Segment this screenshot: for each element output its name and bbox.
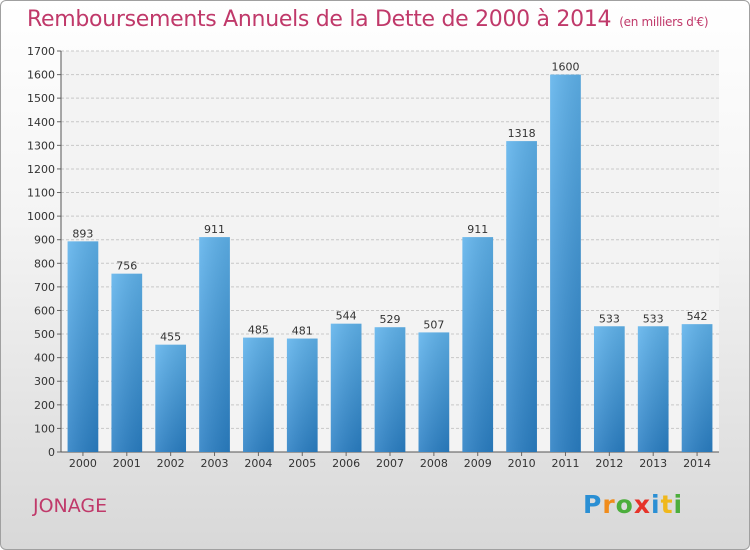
- y-tick-label: 1100: [27, 187, 55, 200]
- value-label-2012: 533: [599, 312, 620, 325]
- x-tick-label-2013: 2013: [639, 457, 667, 470]
- bar-shade: [593, 326, 625, 452]
- y-tick-label: 1700: [27, 45, 55, 58]
- x-tick-label-2003: 2003: [201, 457, 229, 470]
- bar-shade: [67, 241, 99, 452]
- y-tick-label: 900: [34, 234, 55, 247]
- logo-letter: t: [660, 490, 674, 519]
- bar-shade: [330, 323, 362, 452]
- x-tick-label-2000: 2000: [69, 457, 97, 470]
- y-tick-label: 700: [34, 281, 55, 294]
- y-tick-label: 1200: [27, 163, 55, 176]
- value-label-2013: 533: [643, 312, 664, 325]
- x-tick-label-2008: 2008: [420, 457, 448, 470]
- bar-shade: [637, 326, 669, 452]
- title-text: Remboursements Annuels de la Dette de 20…: [27, 7, 612, 32]
- y-tick-label: 400: [34, 352, 55, 365]
- bar-shade: [286, 338, 318, 452]
- logo-letter: i: [673, 490, 684, 519]
- y-tick-label: 200: [34, 399, 55, 412]
- chart-title: Remboursements Annuels de la Dette de 20…: [27, 7, 709, 32]
- value-label-2011: 1600: [551, 61, 579, 74]
- x-tick-label-2012: 2012: [595, 457, 623, 470]
- x-tick-label-2009: 2009: [464, 457, 492, 470]
- x-tick-label-2011: 2011: [551, 457, 579, 470]
- value-label-2003: 911: [204, 223, 225, 236]
- y-tick-label: 600: [34, 304, 55, 317]
- bar-shade: [243, 337, 274, 452]
- bar-shade: [681, 324, 713, 452]
- x-tick-label-2005: 2005: [288, 457, 316, 470]
- bar-shade: [374, 327, 406, 452]
- x-tick-label-2007: 2007: [376, 457, 404, 470]
- value-label-2002: 455: [160, 331, 181, 344]
- value-label-2001: 756: [116, 260, 137, 273]
- proxiti-logo: Proxiti: [583, 490, 683, 519]
- bar-shade: [506, 141, 537, 452]
- value-label-2014: 542: [687, 310, 708, 323]
- x-tick-label-2006: 2006: [332, 457, 360, 470]
- logo-letter: x: [633, 490, 651, 519]
- y-tick-label: 1300: [27, 139, 55, 152]
- x-tick-label-2010: 2010: [508, 457, 536, 470]
- value-label-2008: 507: [423, 318, 444, 331]
- commune-name: JONAGE: [33, 495, 108, 517]
- y-tick-label: 1400: [27, 116, 55, 129]
- unit-note: (en milliers d'€): [619, 15, 709, 29]
- x-tick-label-2002: 2002: [157, 457, 185, 470]
- value-label-2004: 485: [248, 324, 269, 337]
- value-label-2007: 529: [380, 313, 401, 326]
- x-tick-label-2004: 2004: [244, 457, 272, 470]
- logo-letter: r: [602, 490, 616, 519]
- value-label-2005: 481: [292, 325, 313, 338]
- bar-shade: [462, 237, 494, 452]
- value-label-2009: 911: [467, 223, 488, 236]
- logo-letter: i: [651, 490, 661, 519]
- y-tick-label: 500: [34, 328, 55, 341]
- bar-shade: [550, 74, 581, 453]
- y-tick-label: 800: [34, 257, 55, 270]
- bar-shade: [155, 344, 187, 452]
- y-tick-label: 300: [34, 375, 55, 388]
- bar-shade: [111, 273, 143, 452]
- value-label-2010: 1318: [508, 127, 536, 140]
- y-tick-label: 100: [34, 422, 55, 435]
- x-tick-label-2014: 2014: [683, 457, 711, 470]
- bar-shade: [199, 237, 230, 452]
- logo-letter: P: [583, 490, 603, 519]
- y-tick-label: 0: [48, 446, 55, 459]
- y-tick-label: 1500: [27, 92, 55, 105]
- x-tick-label-2001: 2001: [113, 457, 141, 470]
- value-label-2000: 893: [72, 227, 93, 240]
- y-tick-label: 1000: [27, 210, 55, 223]
- y-tick-label: 1600: [27, 69, 55, 82]
- bar-shade: [418, 332, 450, 452]
- value-label-2006: 544: [336, 310, 357, 323]
- logo-letter: o: [615, 490, 634, 519]
